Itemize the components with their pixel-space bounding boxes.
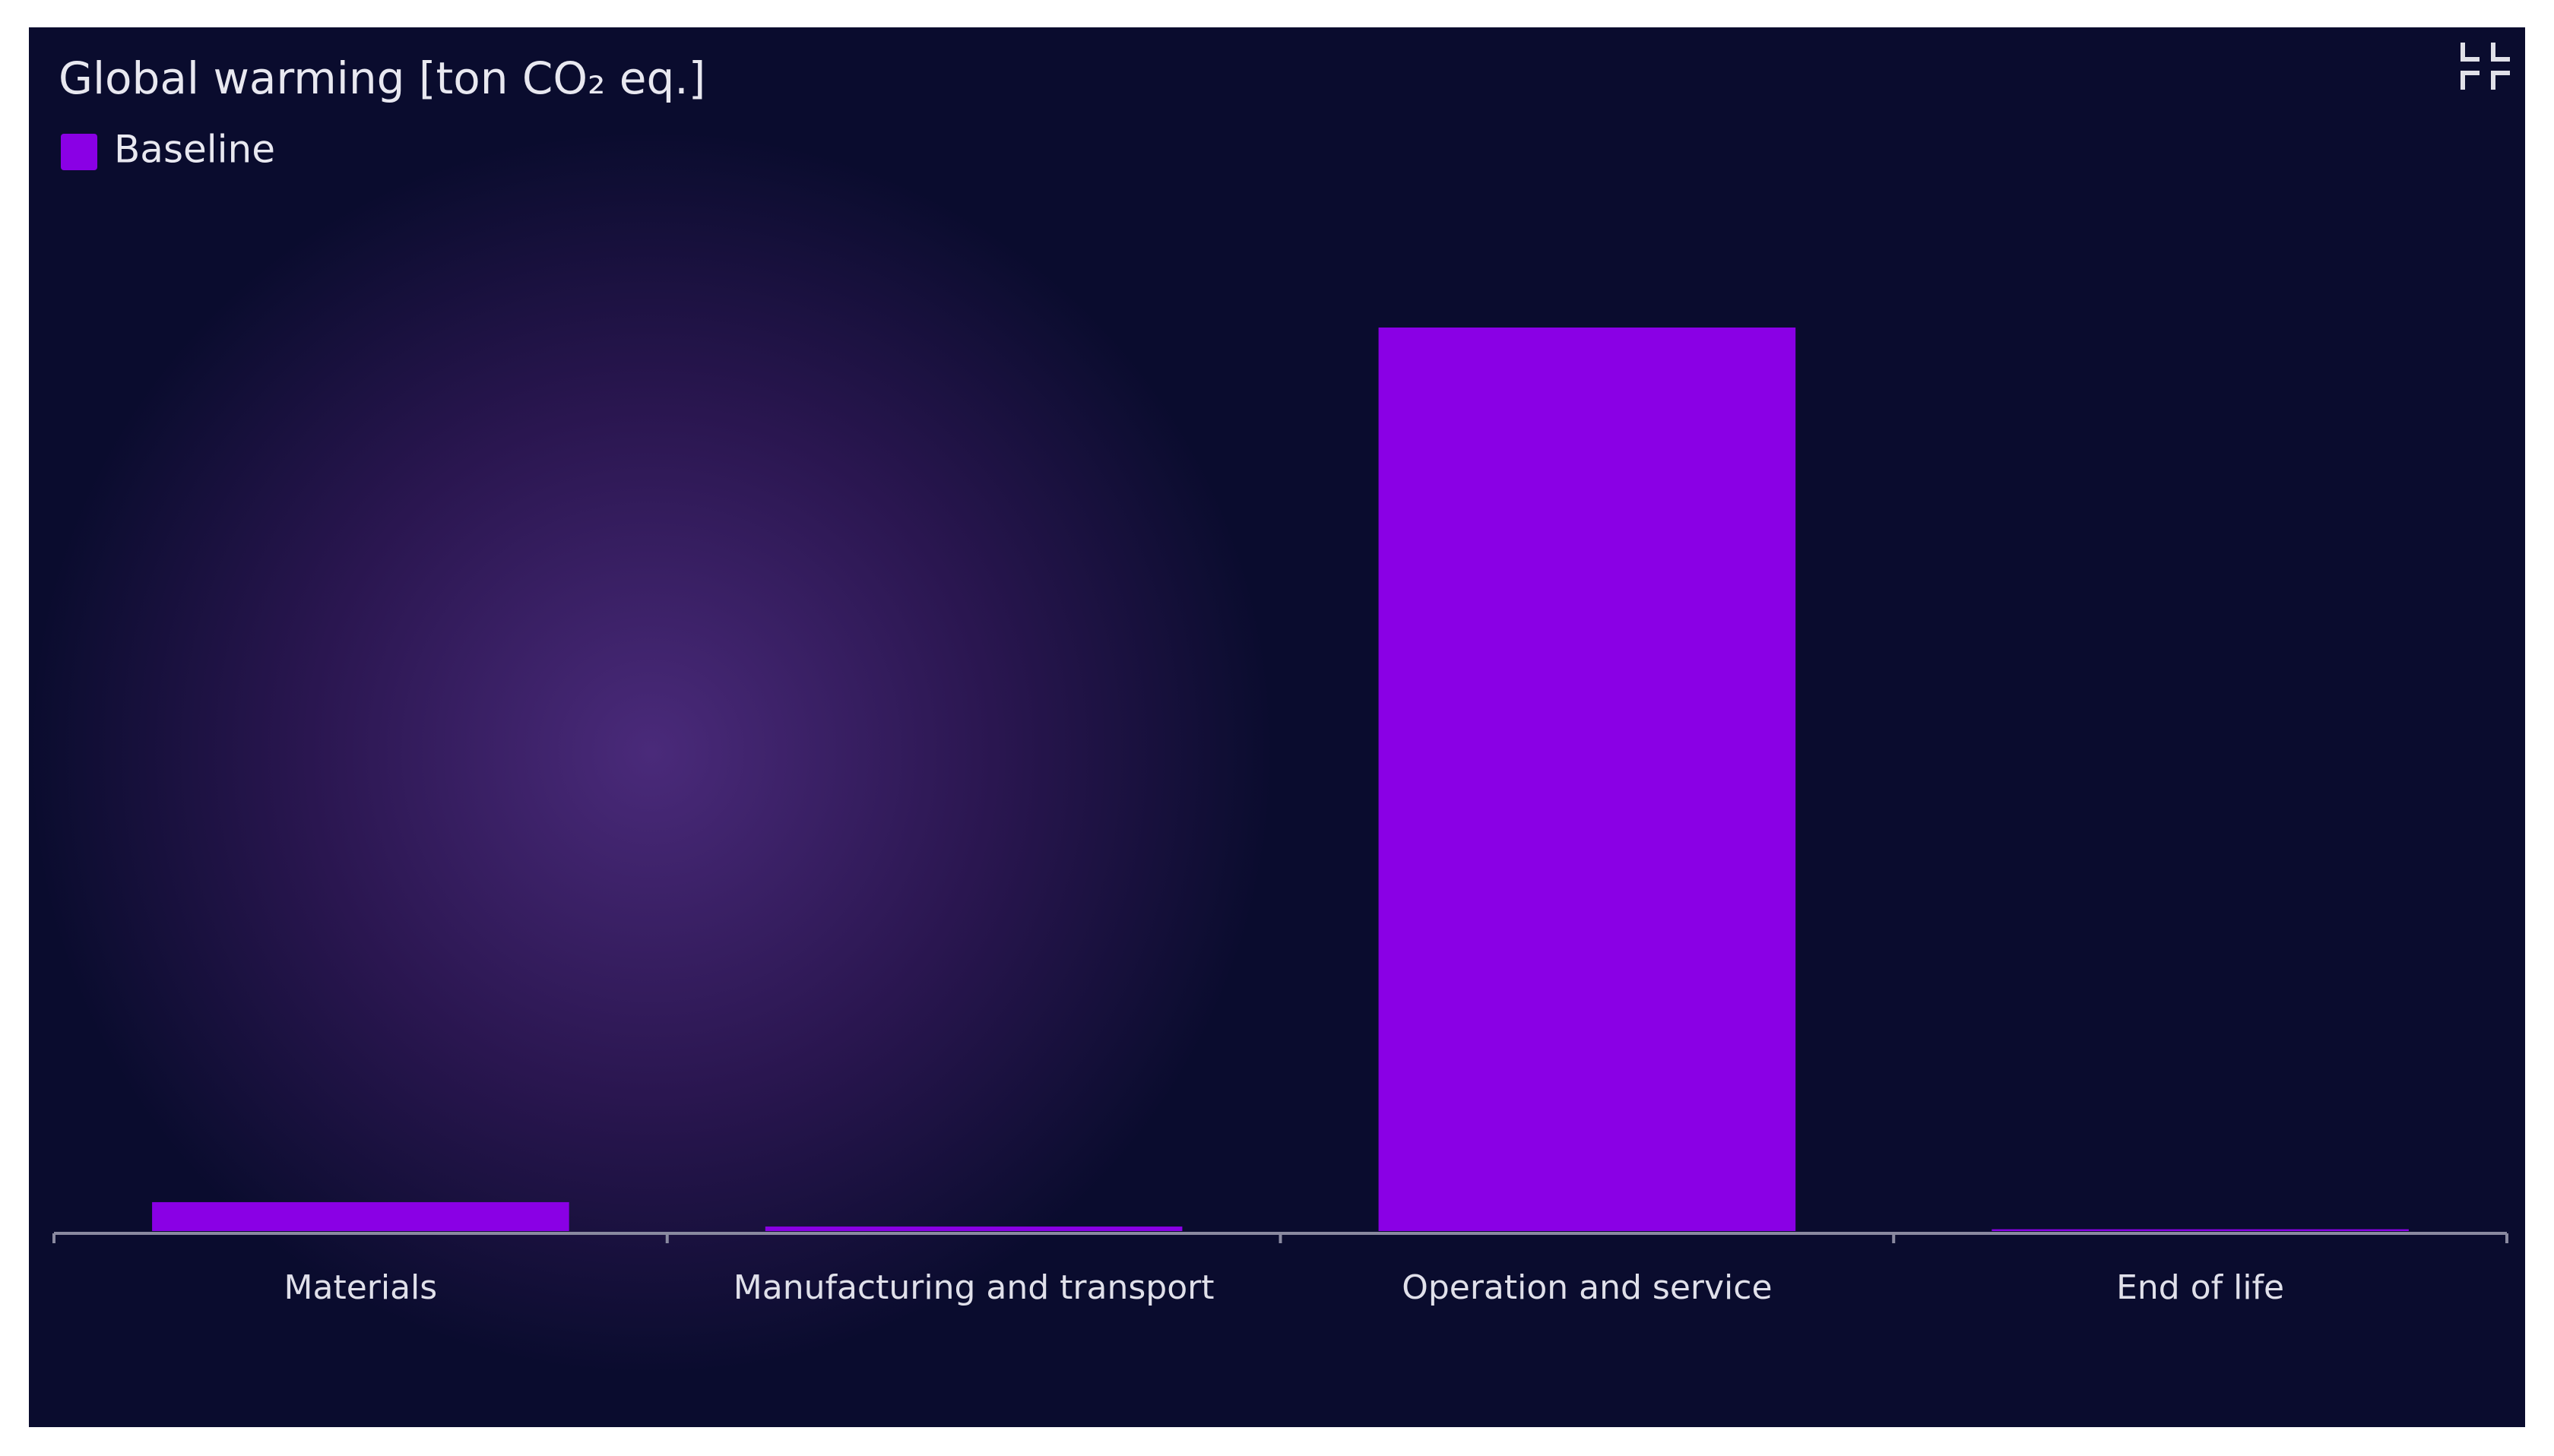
collapse-icon[interactable] [2461,43,2510,90]
bar [1378,328,1796,1231]
x-tick-label: Operation and service [1402,1268,1772,1307]
x-tick-label: Materials [284,1268,438,1307]
legend: Baseline [61,128,275,172]
chart-title: Global warming [ton CO₂ eq.] [59,52,705,104]
x-tick-label: End of life [2116,1268,2284,1307]
x-tick-label: Manufacturing and transport [734,1268,1215,1307]
legend-label: Baseline [114,128,275,172]
bar [1992,1229,2409,1231]
bar [765,1227,1183,1231]
legend-swatch [61,134,97,170]
plot: Materials Manufacturing and transport Oper… [52,328,2508,1307]
panel-glow [29,27,2525,1427]
bar [152,1201,569,1231]
